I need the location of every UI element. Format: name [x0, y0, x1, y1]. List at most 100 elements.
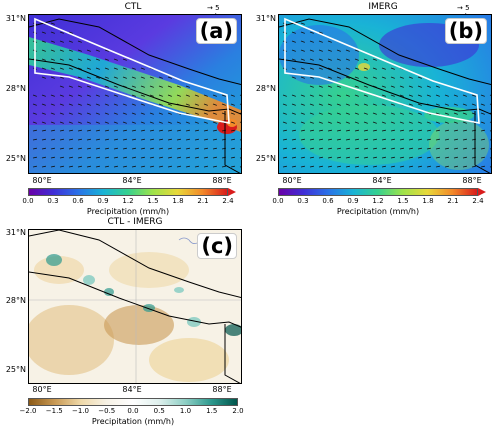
wind-vector: [149, 156, 154, 159]
wind-vector: [363, 156, 368, 159]
wind-vector: [345, 58, 350, 61]
wind-vector: [372, 129, 377, 132]
wind-vector: [32, 112, 37, 115]
wind-vector: [318, 31, 323, 34]
wind-vector: [50, 40, 55, 43]
colorbar-tick: 1.8: [172, 197, 184, 205]
wind-vector: [59, 94, 64, 97]
panel-b-lon-84: 84°E: [372, 176, 392, 185]
wind-vector: [140, 138, 145, 141]
wind-vector: [194, 156, 199, 159]
wind-vector: [300, 31, 305, 34]
colorbar-tick: 1.5: [397, 197, 409, 205]
wind-vector: [77, 40, 82, 43]
wind-vector: [113, 76, 118, 79]
wind-vector: [354, 67, 359, 70]
panel-c-colorbar-label: Precipitation (mm/h): [91, 417, 175, 426]
wind-vector: [77, 121, 82, 124]
wind-vector: [41, 138, 46, 141]
wind-vector: [309, 147, 314, 150]
wind-vector: [50, 94, 55, 97]
wind-vector: [140, 94, 145, 97]
wind-vector: [336, 138, 341, 141]
wind-vector: [372, 112, 377, 115]
wind-vector: [300, 49, 305, 52]
wind-vector: [300, 94, 305, 97]
wind-vector: [336, 67, 341, 70]
wind-vector: [489, 130, 491, 132]
wind-vector: [149, 85, 154, 88]
wind-vector: [104, 85, 109, 88]
wind-vector: [185, 156, 190, 159]
wind-vector: [489, 121, 491, 123]
wind-vector: [462, 156, 467, 159]
wind-vector: [131, 103, 136, 106]
wind-vector: [417, 138, 422, 141]
wind-vector: [417, 76, 422, 79]
panel-c-lat-31: 31°N: [5, 228, 26, 237]
colorbar-tick: 0.6: [72, 197, 84, 205]
wind-vector: [480, 112, 485, 115]
wind-vector: [291, 156, 296, 159]
wind-vector: [327, 165, 332, 168]
wind-vector: [185, 85, 190, 88]
wind-vector: [212, 103, 217, 106]
wind-vector: [131, 67, 136, 70]
wind-vector: [426, 165, 431, 168]
wind-vector: [239, 112, 241, 114]
wind-vector: [345, 165, 350, 168]
wind-vector: [453, 147, 458, 150]
wind-vector: [239, 166, 241, 168]
wind-vector: [462, 121, 467, 124]
wind-vector: [212, 138, 217, 141]
wind-vector: [122, 165, 127, 168]
wind-vector: [113, 103, 118, 106]
colorbar-tick: 0.0: [22, 197, 34, 205]
wind-vector: [212, 156, 217, 159]
wind-vector: [104, 49, 109, 52]
wind-vector: [212, 121, 217, 124]
wind-vector: [372, 76, 377, 79]
wind-vector: [471, 94, 476, 97]
wind-vector: [41, 76, 46, 79]
panel-c-boundaries: [29, 230, 241, 383]
wind-vector: [203, 121, 208, 124]
wind-vector: [336, 121, 341, 124]
wind-vector: [291, 40, 296, 43]
wind-vector: [291, 112, 296, 115]
wind-vector: [50, 58, 55, 61]
wind-vector: [185, 138, 190, 141]
wind-vector: [185, 165, 190, 168]
panel-b-map: (b): [278, 14, 492, 174]
wind-vector: [86, 129, 91, 132]
wind-vector: [309, 85, 314, 88]
wind-vector: [318, 85, 323, 88]
wind-vector: [408, 76, 413, 79]
wind-vector: [59, 103, 64, 106]
wind-vector: [336, 165, 341, 168]
wind-vector: [32, 103, 37, 106]
wind-vector: [131, 94, 136, 97]
wind-vector: [95, 156, 100, 159]
wind-vector: [203, 156, 208, 159]
wind-vector: [300, 76, 305, 79]
wind-vector: [354, 103, 359, 106]
wind-vector: [140, 156, 145, 159]
wind-vector: [77, 129, 82, 132]
wind-vector: [158, 121, 163, 124]
wind-vector: [59, 156, 64, 159]
wind-vector: [390, 112, 395, 115]
wind-vector: [327, 129, 332, 132]
wind-vector: [212, 147, 217, 150]
wind-vector: [363, 103, 368, 106]
wind-vector: [104, 147, 109, 150]
panel-c-lat-25: 25°N: [5, 365, 26, 374]
wind-vector: [300, 147, 305, 150]
wind-vector: [95, 138, 100, 141]
wind-vector: [41, 147, 46, 150]
wind-vector: [194, 138, 199, 141]
wind-vector: [68, 138, 73, 141]
wind-vector: [345, 67, 350, 70]
panel-a-colorbar: [28, 188, 228, 196]
wind-vector: [417, 156, 422, 159]
